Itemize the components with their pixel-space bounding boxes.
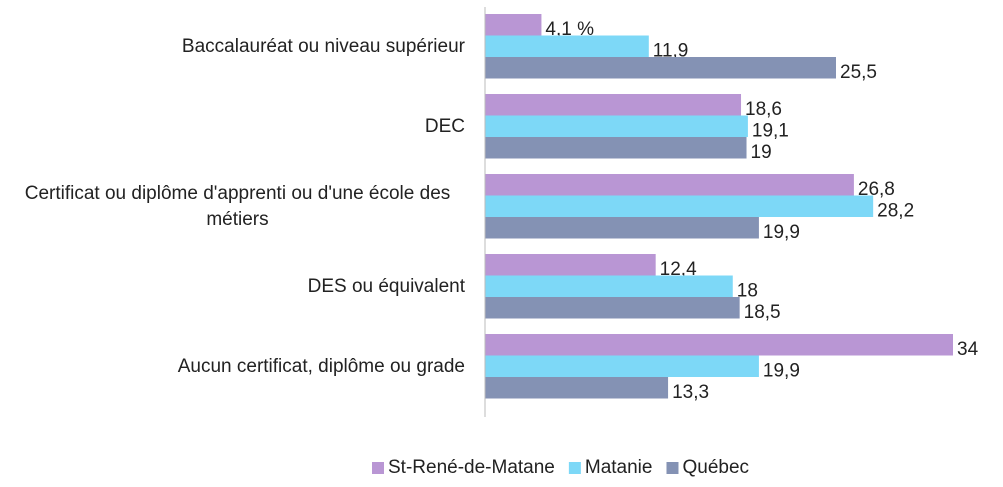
legend-swatch [568,462,581,474]
value-label: 18 [737,281,758,302]
bar [485,57,836,79]
legend-label: Québec [682,457,749,478]
bar [485,195,874,217]
bar [485,94,742,116]
category-text: DEC [424,116,465,137]
bar [485,174,854,196]
bar [485,115,748,137]
value-label: 18,5 [744,302,781,323]
bar [485,217,759,239]
legend-label: St-René-de-Matane [388,457,555,478]
bar [485,275,733,297]
category-label: Certificat ou diplôme d'apprenti ou d'un… [10,167,465,247]
value-label: 26,8 [858,179,895,200]
category-text: Aucun certificat, diplôme ou grade [177,356,465,377]
value-label: 28,2 [877,201,914,222]
bar [485,14,542,36]
value-label: 19 [751,142,772,163]
value-label: 4,1 % [545,19,594,40]
value-label: 19,9 [763,361,800,382]
bar [485,137,747,159]
legend-swatch [372,462,384,474]
category-text: Certificat ou diplôme d'apprenti ou d'un… [24,183,451,230]
value-label: 11,9 [653,41,689,62]
bar [485,35,649,57]
bar [485,377,669,399]
bar [485,297,740,319]
category-label: DEC [10,87,465,167]
value-label: 25,5 [840,62,877,83]
category-label: Aucun certificat, diplôme ou grade [10,327,465,407]
value-label: 18,6 [745,99,782,120]
bar [485,355,759,377]
category-label: DES ou équivalent [10,247,465,327]
bar [485,334,953,356]
value-label: 13,3 [672,382,709,403]
value-label: 19,9 [763,222,800,243]
category-text: Baccalauréat ou niveau supérieur [181,36,465,57]
category-text: DES ou équivalent [307,276,465,297]
bar [485,254,656,276]
category-label: Baccalauréat ou niveau supérieur [10,7,465,87]
value-label: 34 [957,339,979,360]
legend-swatch [666,462,679,474]
legend-label: Matanie [585,457,653,478]
value-label: 19,1 [752,121,789,142]
value-label: 12,4 [660,259,697,280]
